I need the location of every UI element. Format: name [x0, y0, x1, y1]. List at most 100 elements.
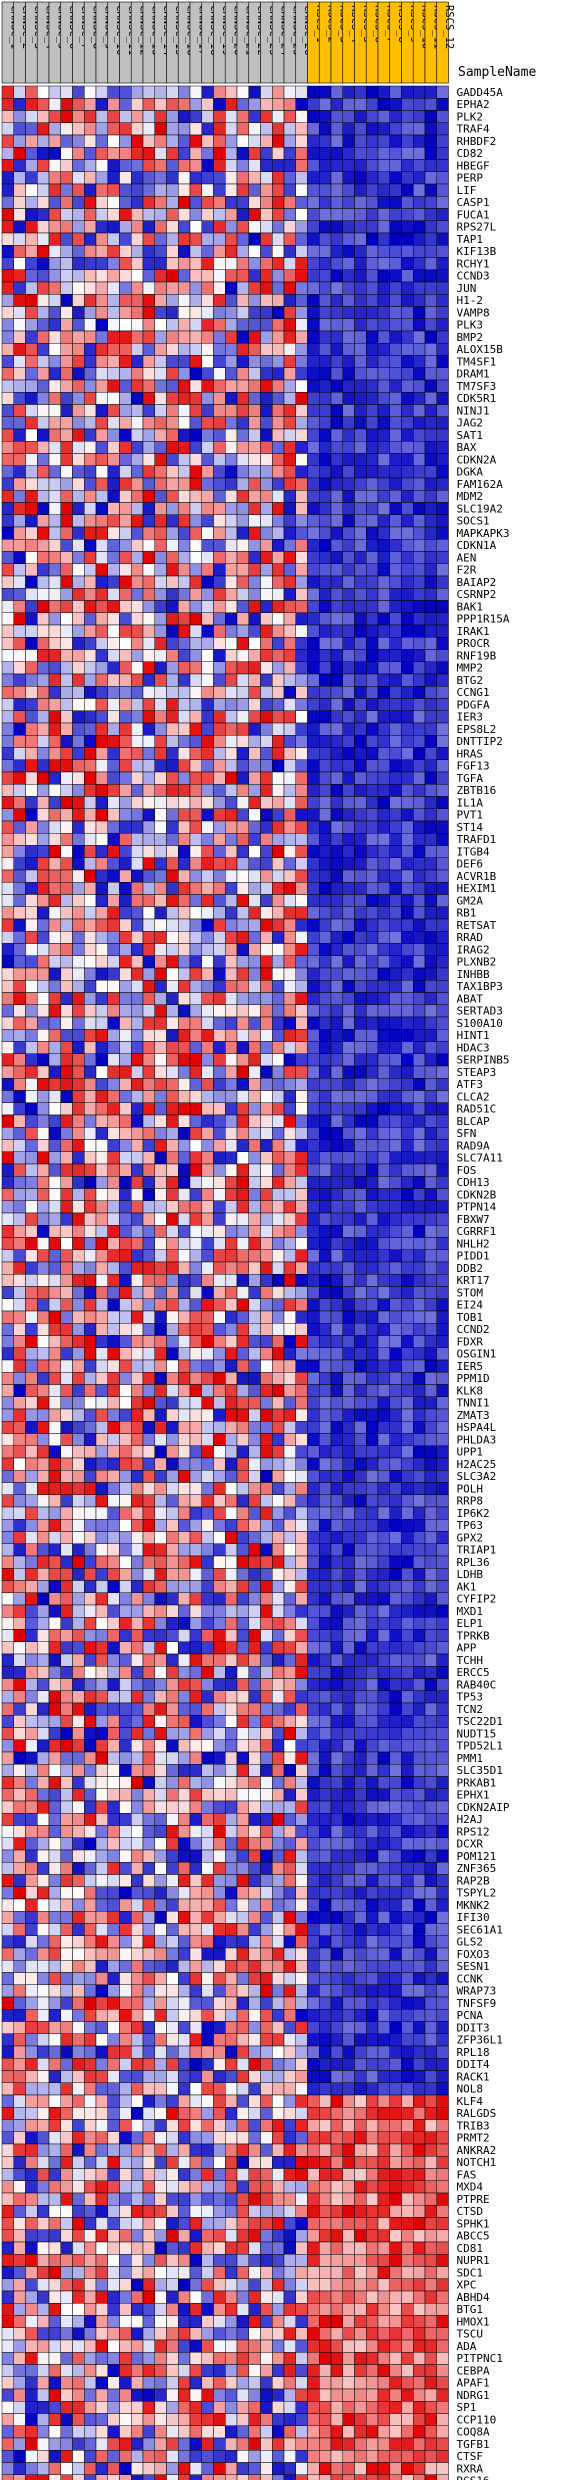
heatmap-cell	[213, 343, 226, 356]
heatmap-cell	[330, 1163, 343, 1177]
heatmap-cell	[48, 722, 61, 736]
heatmap-cell	[248, 318, 261, 332]
heatmap-cell	[413, 453, 426, 466]
heatmap-cell	[131, 1543, 144, 1557]
heatmap-cell	[142, 722, 155, 736]
heatmap-cell	[154, 673, 167, 687]
heatmap-cell	[95, 1188, 108, 1201]
heatmap-cell	[319, 208, 332, 221]
heatmap-cell	[389, 575, 402, 589]
heatmap-cell	[142, 673, 155, 687]
heatmap-cell	[25, 1433, 38, 1446]
heatmap-cell	[84, 759, 97, 773]
heatmap-cell	[107, 673, 120, 687]
heatmap-cell	[84, 196, 97, 209]
heatmap-cell	[37, 367, 50, 381]
heatmap-cell	[389, 722, 402, 736]
heatmap-cell	[225, 1482, 238, 1495]
heatmap-cell	[37, 1004, 50, 1018]
heatmap-cell	[377, 257, 390, 270]
heatmap-cell	[1, 1139, 14, 1152]
heatmap-cell	[236, 1408, 249, 1422]
heatmap-cell	[424, 588, 437, 601]
heatmap-cell	[166, 318, 179, 332]
heatmap-cell	[377, 392, 390, 405]
heatmap-cell	[283, 110, 296, 123]
heatmap-cell	[142, 1163, 155, 1177]
heatmap-cell	[248, 465, 261, 479]
heatmap-cell	[260, 1506, 273, 1520]
heatmap-cell	[13, 600, 26, 613]
heatmap-cell	[377, 1114, 390, 1128]
heatmap-cell	[107, 1053, 120, 1067]
heatmap-cell	[225, 955, 238, 969]
heatmap-cell	[119, 1225, 132, 1238]
heatmap-cell	[95, 771, 108, 785]
heatmap-cell	[225, 1298, 238, 1312]
heatmap-cell	[342, 600, 355, 613]
heatmap-cell	[401, 1237, 414, 1250]
heatmap-cell	[354, 771, 367, 785]
heatmap-cell	[154, 637, 167, 650]
heatmap-cell	[107, 1065, 120, 1079]
heatmap-cell	[95, 1580, 108, 1593]
heatmap-cell	[84, 330, 97, 344]
heatmap-cell	[48, 784, 61, 797]
heatmap-cell	[72, 1163, 85, 1177]
heatmap-cell	[72, 453, 85, 466]
heatmap-cell	[225, 1016, 238, 1030]
heatmap-cell	[319, 637, 332, 650]
heatmap-cell	[424, 220, 437, 234]
heatmap-cell	[342, 514, 355, 528]
heatmap-cell	[213, 1580, 226, 1593]
heatmap-cell	[272, 820, 285, 834]
heatmap-cell	[366, 551, 379, 564]
heatmap-cell	[119, 453, 132, 466]
heatmap-cell	[1, 465, 14, 479]
heatmap-cell	[236, 980, 249, 993]
heatmap-cell	[107, 600, 120, 613]
heatmap-cell	[401, 967, 414, 981]
heatmap-cell	[131, 343, 144, 356]
heatmap-cell	[166, 1506, 179, 1520]
heatmap-cell	[119, 710, 132, 724]
heatmap-cell	[424, 1494, 437, 1508]
heatmap-cell	[330, 710, 343, 724]
heatmap-cell	[389, 539, 402, 552]
heatmap-cell	[178, 1641, 191, 1655]
heatmap-cell	[377, 318, 390, 332]
heatmap-cell	[401, 808, 414, 822]
heatmap-cell	[1, 1384, 14, 1397]
heatmap-cell	[319, 1004, 332, 1018]
heatmap-cell	[95, 722, 108, 736]
heatmap-cell	[330, 441, 343, 454]
heatmap-cell	[142, 539, 155, 552]
heatmap-cell	[25, 808, 38, 822]
heatmap-cell	[166, 453, 179, 466]
heatmap-cell	[189, 539, 202, 552]
heatmap-cell	[319, 122, 332, 136]
heatmap-cell	[389, 1102, 402, 1116]
heatmap-cell	[25, 379, 38, 393]
heatmap-cell	[13, 1176, 26, 1189]
heatmap-cell	[342, 1298, 355, 1312]
heatmap-cell	[272, 330, 285, 344]
heatmap-cell	[377, 771, 390, 785]
heatmap-cell	[401, 1384, 414, 1397]
heatmap-cell	[295, 1078, 308, 1091]
heatmap-cell	[377, 759, 390, 773]
heatmap-cell	[366, 1127, 379, 1140]
heatmap-cell	[330, 759, 343, 773]
heatmap-cell	[25, 1078, 38, 1091]
heatmap-cell	[307, 1053, 320, 1067]
heatmap-cell	[225, 1592, 238, 1606]
heatmap-cell	[48, 1065, 61, 1079]
heatmap-cell	[225, 869, 238, 883]
heatmap-cell	[401, 624, 414, 638]
heatmap-cell	[330, 1604, 343, 1618]
heatmap-cell	[377, 673, 390, 687]
heatmap-cell	[131, 171, 144, 185]
heatmap-cell	[342, 85, 355, 99]
heatmap-cell	[25, 502, 38, 515]
heatmap-cell	[354, 649, 367, 662]
